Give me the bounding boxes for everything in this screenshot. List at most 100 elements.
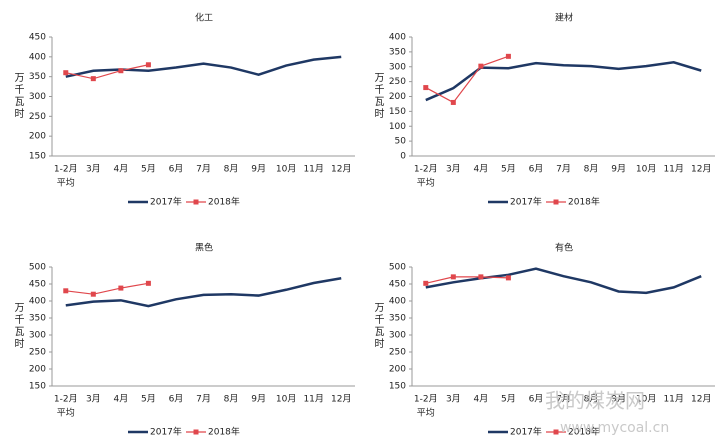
- series-line: [65, 282, 149, 295]
- x-tick-label: 5月: [141, 164, 156, 175]
- legend-marker: [193, 429, 199, 435]
- x-tick-label: 10月: [276, 394, 296, 405]
- x-tick-label: 11月: [663, 394, 683, 405]
- series-marker: [505, 275, 511, 281]
- y-tick-label: 400: [29, 52, 46, 62]
- legend-label: 2018年: [208, 426, 240, 438]
- x-sub-label: 平均: [417, 177, 435, 189]
- series-line: [425, 61, 702, 102]
- legend-label: 2017年: [510, 196, 542, 208]
- chart-title: 化工: [195, 12, 213, 24]
- x-tick-label: 5月: [501, 164, 516, 175]
- series-marker: [450, 99, 456, 105]
- x-tick-label: 8月: [224, 394, 239, 405]
- x-tick-label: 6月: [529, 394, 544, 405]
- x-tick-label: 10月: [636, 164, 656, 175]
- x-tick-label: 12月: [331, 394, 351, 405]
- y-tick-label: 150: [29, 382, 46, 392]
- y-axis-label: 万千瓦时: [12, 72, 24, 120]
- x-sub-label: 平均: [417, 407, 435, 419]
- legend-label: 2018年: [208, 196, 240, 208]
- series-line: [65, 64, 149, 80]
- x-tick-label: 4月: [113, 394, 128, 405]
- y-axis-label: 万千瓦时: [372, 302, 384, 350]
- y-tick-label: 200: [389, 92, 406, 102]
- x-tick-label: 5月: [501, 394, 516, 405]
- series-marker: [90, 291, 96, 297]
- x-tick-label: 8月: [584, 394, 599, 405]
- x-tick-label: 6月: [169, 164, 184, 175]
- legend-label: 2017年: [150, 426, 182, 438]
- x-tick-label: 1-2月: [414, 394, 438, 405]
- y-tick-label: 350: [389, 47, 406, 57]
- y-tick-label: 250: [29, 348, 46, 358]
- x-tick-label: 12月: [331, 164, 351, 175]
- chart-title: 黑色: [195, 242, 213, 254]
- x-sub-label: 平均: [57, 407, 75, 419]
- y-axis-label: 万千瓦时: [372, 72, 384, 120]
- x-tick-label: 11月: [303, 164, 323, 175]
- x-tick-label: 9月: [251, 164, 266, 175]
- x-tick-label: 1-2月: [54, 164, 78, 175]
- y-tick-label: 450: [29, 33, 46, 43]
- x-tick-label: 5月: [141, 394, 156, 405]
- y-tick-label: 100: [389, 122, 406, 132]
- x-tick-label: 7月: [556, 394, 571, 405]
- series-marker: [145, 62, 151, 68]
- y-tick-label: 200: [389, 365, 406, 375]
- x-tick-label: 4月: [473, 394, 488, 405]
- x-tick-label: 3月: [86, 164, 101, 175]
- x-tick-label: 10月: [636, 394, 656, 405]
- x-tick-label: 1-2月: [54, 394, 78, 405]
- y-tick-label: 400: [389, 297, 406, 307]
- x-tick-label: 12月: [691, 394, 711, 405]
- x-tick-label: 4月: [113, 164, 128, 175]
- legend-marker: [553, 199, 559, 205]
- legend-label: 2017年: [510, 426, 542, 438]
- chart-title: 有色: [555, 242, 573, 254]
- series-marker: [145, 280, 151, 286]
- y-tick-label: 400: [389, 33, 406, 43]
- y-tick-label: 50: [395, 137, 407, 147]
- x-tick-label: 12月: [691, 164, 711, 175]
- y-tick-label: 450: [29, 280, 46, 290]
- series-line: [65, 55, 342, 78]
- series-line: [425, 55, 509, 104]
- x-tick-label: 7月: [196, 394, 211, 405]
- y-tick-label: 500: [29, 263, 46, 273]
- watermark-url: www.mycoal.cn: [560, 420, 669, 436]
- series-marker: [118, 285, 124, 291]
- series-marker: [63, 70, 69, 76]
- y-tick-label: 250: [29, 112, 46, 122]
- y-tick-label: 150: [389, 382, 406, 392]
- x-tick-label: 7月: [556, 164, 571, 175]
- series-marker: [450, 274, 456, 280]
- y-tick-label: 400: [29, 297, 46, 307]
- y-tick-label: 350: [389, 314, 406, 324]
- x-tick-label: 9月: [251, 394, 266, 405]
- series-marker: [423, 85, 429, 91]
- y-axis-label: 万千瓦时: [12, 302, 24, 350]
- x-tick-label: 1-2月: [414, 164, 438, 175]
- y-tick-label: 350: [29, 72, 46, 82]
- x-tick-label: 6月: [529, 164, 544, 175]
- legend-label: 2018年: [568, 196, 600, 208]
- y-tick-label: 200: [29, 365, 46, 375]
- y-tick-label: 300: [29, 92, 46, 102]
- y-tick-label: 350: [29, 314, 46, 324]
- series-marker: [478, 63, 484, 69]
- series-marker: [505, 53, 511, 59]
- y-tick-label: 300: [389, 331, 406, 341]
- x-tick-label: 11月: [663, 164, 683, 175]
- x-sub-label: 平均: [57, 177, 75, 189]
- y-tick-label: 150: [29, 152, 46, 162]
- series-line: [425, 267, 702, 295]
- legend-label: 2017年: [150, 196, 182, 208]
- y-tick-label: 0: [400, 152, 406, 162]
- x-tick-label: 6月: [169, 394, 184, 405]
- y-tick-label: 200: [29, 132, 46, 142]
- y-tick-label: 300: [29, 331, 46, 341]
